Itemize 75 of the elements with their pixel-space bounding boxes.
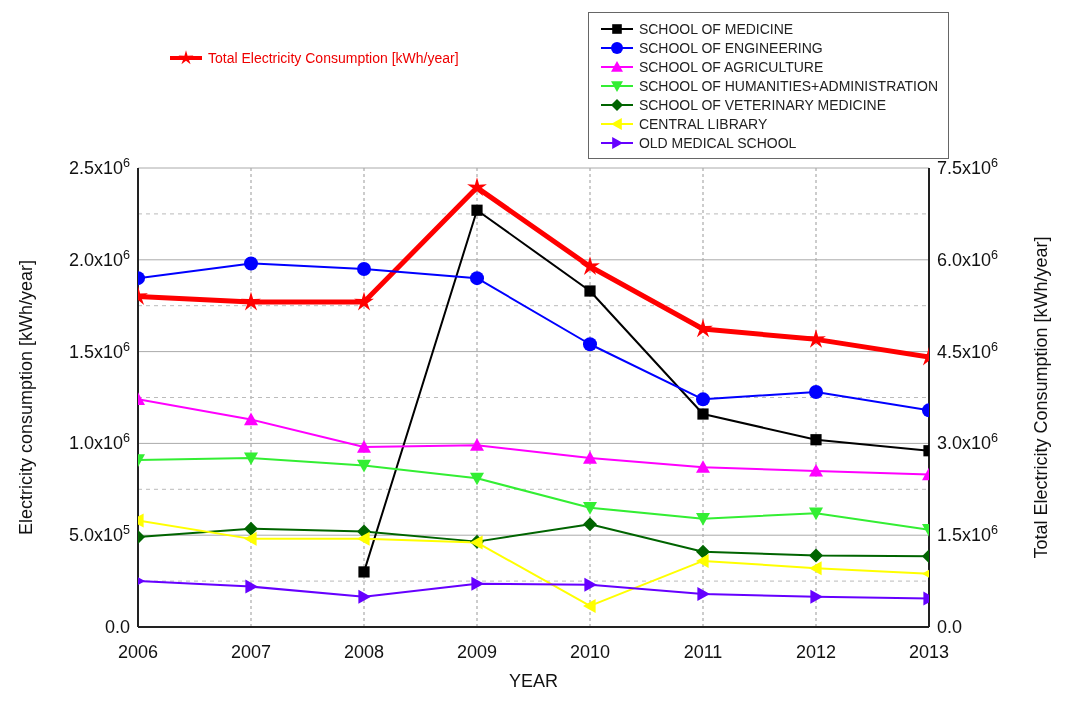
point	[244, 256, 258, 271]
y2-tick-label: 6.0x10$^{6}$	[937, 247, 999, 270]
y-tick-label: 1.5x10$^{6}$	[68, 339, 130, 362]
point	[810, 434, 822, 446]
point	[244, 531, 257, 546]
point	[810, 589, 823, 604]
point	[583, 451, 597, 464]
x-tick-label: 2011	[683, 641, 723, 662]
legend-label: CENTRAL LIBRARY	[638, 115, 768, 132]
y-tick-label: 5.0x10$^{5}$	[68, 523, 130, 546]
legend-label: OLD MEDICAL SCHOOL	[638, 134, 797, 151]
y2-tick-label: 3.0x10$^{6}$	[937, 431, 999, 454]
point	[697, 408, 709, 420]
point	[693, 318, 713, 338]
point	[244, 452, 258, 466]
point	[357, 261, 371, 276]
y-tick-label: 2.0x10$^{6}$	[68, 247, 130, 270]
point	[244, 521, 258, 536]
point	[583, 517, 597, 532]
point	[696, 392, 710, 407]
y2-axis-title: Total Electricity Consumption [kWh/year]	[1031, 236, 1052, 559]
point	[583, 502, 597, 515]
point	[584, 577, 597, 592]
point	[245, 579, 258, 594]
x-tick-label: 2010	[569, 641, 611, 662]
x-axis-title: YEAR	[508, 671, 559, 691]
legend-label: SCHOOL OF VETERINARY MEDICINE	[638, 96, 887, 113]
y-axis-title: Electricity consumption [kWh/year]	[16, 259, 37, 536]
point	[809, 548, 823, 563]
point	[357, 459, 371, 473]
point	[806, 328, 826, 348]
point	[580, 256, 600, 275]
point	[809, 561, 822, 576]
legend-label: SCHOOL OF ENGINEERING	[638, 39, 823, 56]
point	[809, 507, 823, 521]
point	[584, 285, 596, 297]
point	[583, 337, 597, 352]
point	[696, 544, 710, 559]
x-tick-label: 2006	[117, 641, 159, 662]
point	[583, 598, 596, 613]
y2-tick-label: 4.5x10$^{6}$	[937, 339, 999, 362]
x-tick-label: 2007	[230, 641, 272, 662]
x-tick-label: 2012	[795, 641, 837, 662]
point	[696, 513, 710, 526]
point	[354, 291, 374, 311]
x-tick-label: 2013	[908, 641, 950, 662]
legend-label: SCHOOL OF MEDICINE	[638, 20, 794, 37]
point	[470, 271, 484, 286]
y2-tick-label: 1.5x10$^{6}$	[937, 523, 999, 546]
point	[696, 553, 709, 568]
point	[241, 291, 261, 311]
point	[696, 460, 710, 473]
point	[357, 440, 371, 453]
y-tick-label: 0.0	[104, 617, 130, 637]
point	[470, 472, 484, 486]
legend-label: SCHOOL OF HUMANITIES+ADMINISTRATION	[638, 77, 938, 94]
point	[358, 566, 370, 578]
y-tick-label: 1.0x10$^{6}$	[68, 431, 130, 454]
y-tick-label: 2.5x10$^{6}$	[68, 156, 130, 178]
y2-tick-label: 0.0	[937, 617, 963, 637]
point	[357, 531, 370, 546]
point	[467, 177, 487, 196]
point	[358, 589, 371, 604]
point	[809, 463, 823, 477]
x-tick-label: 2008	[343, 641, 385, 662]
point	[244, 412, 258, 426]
x-tick-label: 2009	[456, 641, 498, 662]
point	[470, 438, 484, 451]
point	[471, 204, 483, 216]
legend-label: Total Electricity Consumption [kWh/year]	[208, 49, 459, 66]
y2-tick-label: 7.5x10$^{6}$	[937, 156, 999, 178]
point	[697, 586, 710, 601]
legend-label: SCHOOL OF AGRICULTURE	[638, 58, 824, 75]
point	[471, 576, 484, 591]
point	[809, 384, 823, 399]
